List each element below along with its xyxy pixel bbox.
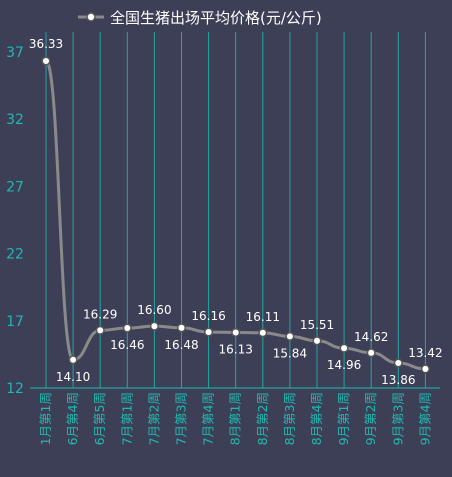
data-point	[95, 325, 105, 335]
data-point	[312, 336, 322, 346]
data-label: 13.86	[381, 373, 415, 387]
legend-marker	[86, 12, 96, 22]
data-label: 16.46	[110, 338, 144, 352]
x-tick-label: 9月第1周	[336, 392, 351, 445]
data-point	[285, 331, 295, 341]
y-tick-label: 22	[6, 247, 24, 263]
data-point	[204, 327, 214, 337]
y-tick-label: 27	[6, 179, 24, 195]
x-tick-label: 9月第2周	[363, 392, 378, 445]
data-point	[41, 56, 51, 66]
x-tick-label: 9月第3周	[390, 392, 405, 445]
y-axis-ticks: 12 17 22 27 32 37	[6, 45, 24, 397]
data-label: 14.10	[56, 370, 90, 384]
x-tick-label: 8月第1周	[228, 392, 243, 445]
x-tick-label: 8月第4周	[309, 392, 324, 445]
data-point	[339, 343, 349, 353]
data-point	[122, 323, 132, 333]
data-label: 16.16	[191, 309, 225, 323]
data-labels: 36.33 14.10 16.29 16.46 16.60 16.48 16.16 16.13…	[29, 37, 443, 387]
legend-label: 全国生猪出场平均价格(元/公斤)	[110, 9, 322, 27]
x-tick-label: 7月第4周	[201, 392, 216, 445]
y-tick-label: 32	[6, 112, 24, 128]
data-label: 36.33	[29, 37, 63, 51]
data-point	[420, 364, 430, 374]
x-tick-label: 9月第4周	[417, 392, 432, 445]
vertical-grid	[45, 32, 426, 388]
data-label: 14.62	[354, 330, 388, 344]
data-label: 16.48	[164, 338, 198, 352]
legend[interactable]: 全国生猪出场平均价格(元/公斤)	[78, 9, 322, 27]
x-tick-label: 7月第1周	[119, 392, 134, 445]
data-point	[68, 355, 78, 365]
data-label: 14.96	[327, 358, 361, 372]
data-label: 16.60	[137, 303, 171, 317]
data-point	[258, 328, 268, 338]
data-point	[231, 327, 241, 338]
data-point	[149, 321, 159, 331]
x-tick-label: 1月第1周	[38, 392, 53, 445]
data-label: 15.51	[300, 318, 334, 332]
data-point	[393, 358, 403, 368]
x-tick-label: 8月第2周	[255, 392, 270, 445]
series-line	[44, 59, 426, 371]
data-label: 16.13	[219, 342, 253, 356]
data-point	[176, 323, 187, 333]
x-tick-label: 7月第2周	[146, 392, 161, 445]
x-tick-label: 6月第5周	[92, 392, 107, 445]
data-label: 16.29	[83, 307, 117, 321]
data-point	[366, 348, 376, 358]
y-tick-label: 12	[6, 381, 24, 397]
y-tick-label: 37	[6, 45, 24, 61]
data-label: 13.42	[408, 346, 442, 360]
x-tick-label: 7月第3周	[174, 392, 189, 445]
x-tick-label: 6月第4周	[65, 392, 80, 445]
series-markers	[41, 56, 430, 374]
data-label: 15.84	[273, 346, 307, 360]
x-tick-label: 8月第3周	[282, 392, 297, 445]
y-tick-label: 17	[6, 314, 24, 330]
x-axis-ticks: 1月第1周 6月第4周 6月第5周 7月第1周 7月第2周 7月第3周 7月第4周 8月第1周…	[38, 392, 432, 445]
data-label: 16.11	[246, 310, 280, 324]
